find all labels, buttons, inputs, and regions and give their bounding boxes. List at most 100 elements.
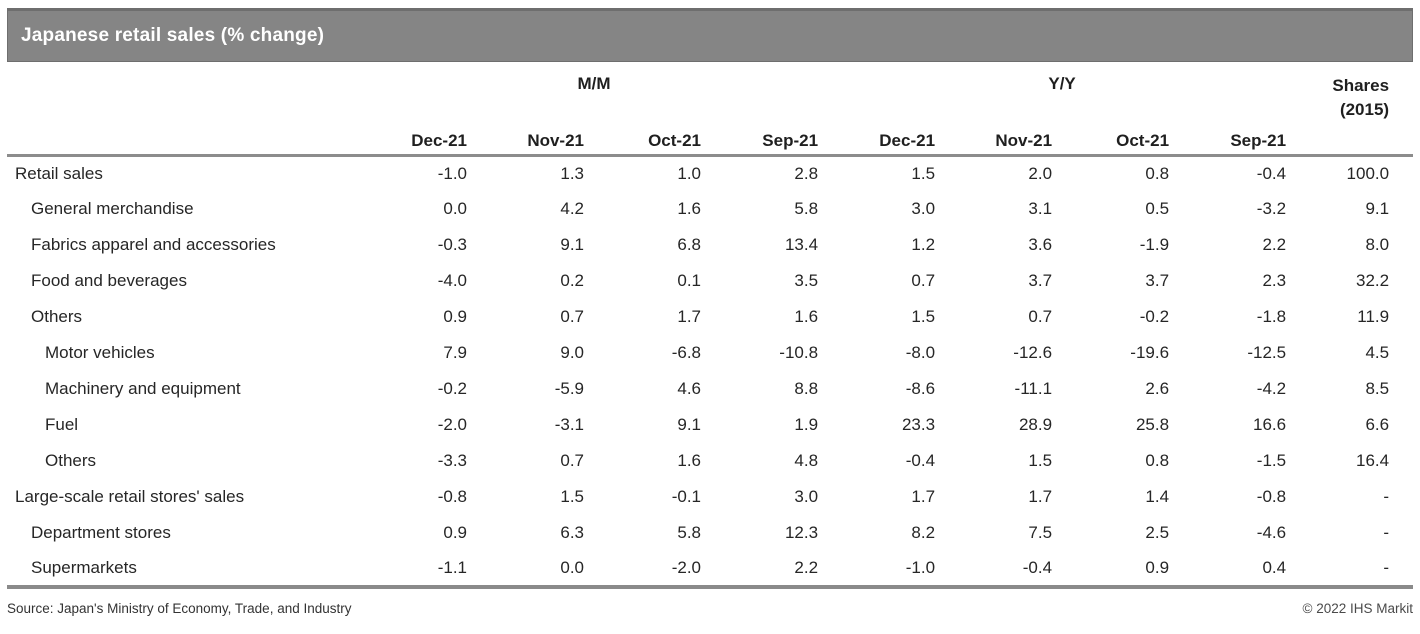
group-header-spacer: [7, 66, 360, 128]
column-header-mm-dec: Dec-21: [360, 128, 477, 157]
column-header-yy-nov: Nov-21: [945, 128, 1063, 157]
cell: -8.0: [905, 343, 936, 362]
row-label: Supermarkets: [7, 551, 360, 589]
row-label: Motor vehicles: [45, 343, 155, 362]
column-header-shares: [1296, 128, 1414, 157]
cell: -1.0: [828, 551, 946, 589]
cell: -3.2: [1256, 199, 1287, 218]
cell: 8.5: [1365, 379, 1390, 398]
cell: -0.4: [905, 451, 936, 470]
cell: -0.8: [437, 487, 467, 506]
table-title-bar: Japanese retail sales (% change): [7, 8, 1413, 62]
table-row: Fuel -2.0 -3.1 9.1 1.9 23.3 28.9 25.8 16.6 6.6: [7, 407, 1413, 443]
column-header-yy-oct: Oct-21: [1062, 128, 1180, 157]
column-header-yy-dec: Dec-21: [828, 128, 946, 157]
cell: 4.6: [677, 379, 701, 398]
cell: 1.9: [794, 415, 819, 434]
row-label: Fuel: [45, 415, 79, 434]
column-header-yy-sep: Sep-21: [1179, 128, 1297, 157]
group-header-mm: M/M: [577, 74, 611, 93]
cell: 1.6: [794, 307, 819, 326]
cell: 32.2: [1355, 271, 1390, 290]
cell: 0.1: [677, 271, 701, 290]
column-header-mm-nov: Nov-21: [477, 128, 594, 157]
cell: 12.3: [784, 523, 819, 542]
cell: -5.9: [554, 379, 584, 398]
cell: 3.7: [1028, 271, 1053, 290]
cell: -0.8: [1256, 487, 1287, 506]
retail-sales-table: M/M Y/Y Shares (2015) Dec-21 Nov-21 Oct-…: [7, 66, 1414, 589]
cell: 0.2: [560, 271, 584, 290]
group-header-row: M/M Y/Y Shares (2015): [7, 66, 1413, 128]
cell: 3.0: [794, 487, 819, 506]
cell: 1.5: [1028, 451, 1053, 470]
cell: 0.8: [1145, 451, 1170, 470]
cell: 6.6: [1365, 415, 1390, 434]
cell: 0.7: [560, 451, 584, 470]
shares-label-line1: Shares: [1332, 76, 1390, 95]
table-row: Others 0.9 0.7 1.7 1.6 1.5 0.7 -0.2 -1.8 11.9: [7, 299, 1413, 335]
cell: -3.3: [437, 451, 467, 470]
cell: 1.0: [677, 163, 701, 183]
cell: 0.9: [443, 307, 467, 326]
table-row: Food and beverages -4.0 0.2 0.1 3.5 0.7 3.7 3.7…: [7, 263, 1413, 299]
cell: 1.4: [1145, 487, 1170, 506]
row-label: Fabrics apparel and accessories: [31, 235, 276, 254]
cell: 8.2: [911, 523, 936, 542]
cell: 9.1: [1365, 199, 1390, 218]
cell: 1.3: [560, 163, 584, 183]
cell: 2.3: [1262, 271, 1287, 290]
row-label: Department stores: [31, 523, 171, 542]
table-row: Machinery and equipment -0.2 -5.9 4.6 8.8 -8.…: [7, 371, 1413, 407]
cell: 100.0: [1346, 163, 1390, 183]
cell: -6.8: [671, 343, 701, 362]
cell: 3.0: [911, 199, 936, 218]
table-row: General merchandise 0.0 4.2 1.6 5.8 3.0 3.1 0.5…: [7, 191, 1413, 227]
cell: 1.5: [560, 487, 584, 506]
cell: 0.5: [1145, 199, 1170, 218]
group-header-shares: Shares (2015): [1296, 66, 1413, 128]
cell: 2.0: [1028, 163, 1053, 183]
row-label: Others: [31, 307, 83, 326]
cell: 6.8: [677, 235, 701, 254]
shares-label-line2: (2015): [1339, 100, 1390, 119]
cell: 1.2: [911, 235, 936, 254]
row-label: Food and beverages: [31, 271, 187, 290]
cell: 3.5: [794, 271, 819, 290]
cell: -8.6: [905, 379, 936, 398]
table-row: Department stores 0.9 6.3 5.8 12.3 8.2 7.5 2.5 -…: [7, 515, 1413, 551]
cell: 16.6: [1252, 415, 1287, 434]
cell: -12.5: [1247, 343, 1287, 362]
cell: 2.2: [711, 551, 829, 589]
cell: 5.8: [677, 523, 701, 542]
cell: 1.5: [911, 163, 936, 183]
footer: Source: Japan's Ministry of Economy, Tra…: [7, 601, 1413, 616]
cell: -0.1: [671, 487, 701, 506]
table-row: Fabrics apparel and accessories -0.3 9.1 6.…: [7, 227, 1413, 263]
cell: 5.8: [794, 199, 819, 218]
cell: 23.3: [901, 415, 936, 434]
cell: -12.6: [1013, 343, 1053, 362]
cell: -0.4: [1256, 163, 1287, 183]
column-header-mm-oct: Oct-21: [594, 128, 711, 157]
cell: 25.8: [1135, 415, 1170, 434]
cell: -0.4: [945, 551, 1063, 589]
month-header-spacer: [7, 128, 360, 157]
cell: 4.8: [794, 451, 819, 470]
table-row: Large-scale retail stores' sales -0.8 1.5 -…: [7, 479, 1413, 515]
cell: 11.9: [1357, 307, 1390, 326]
cell: -0.2: [437, 379, 467, 398]
cell: 1.6: [677, 451, 701, 470]
table-title: Japanese retail sales (% change): [21, 25, 325, 46]
cell: 1.7: [1028, 487, 1053, 506]
row-label: Others: [45, 451, 97, 470]
table-row: Supermarkets -1.1 0.0 -2.0 2.2 -1.0 -0.4 0.9 0.4…: [7, 551, 1414, 589]
row-label: Machinery and equipment: [45, 379, 241, 398]
cell: 9.1: [677, 415, 701, 434]
copyright-note: © 2022 IHS Markit: [1302, 601, 1414, 616]
cell: 1.7: [677, 307, 701, 326]
column-header-mm-sep: Sep-21: [711, 128, 829, 157]
cell: 8.8: [794, 379, 819, 398]
row-label: Large-scale retail stores' sales: [15, 487, 245, 506]
cell: -3.1: [554, 415, 584, 434]
